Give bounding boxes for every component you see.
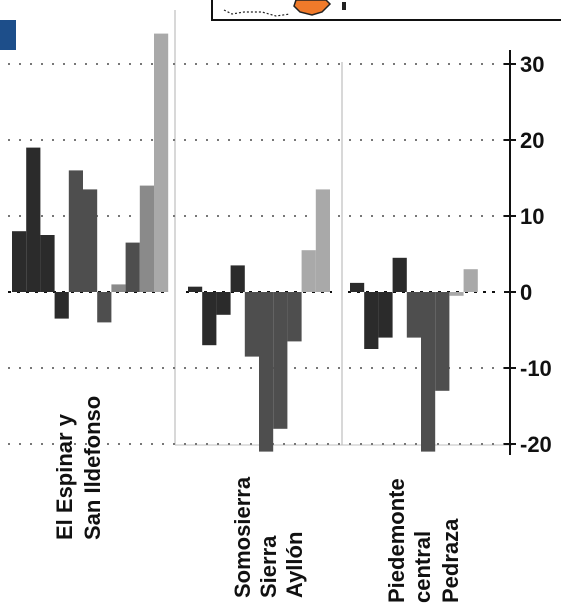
bar xyxy=(273,292,288,429)
bar xyxy=(26,147,41,292)
y-tick-label: -10 xyxy=(520,356,552,381)
bar xyxy=(139,185,154,292)
bar xyxy=(406,292,421,338)
bar xyxy=(315,189,330,292)
group-label: Pedraza xyxy=(438,518,463,603)
bar xyxy=(12,231,27,292)
y-tick-label: 0 xyxy=(520,280,532,305)
bar xyxy=(287,292,302,342)
bar xyxy=(392,257,407,292)
bar xyxy=(449,292,464,296)
bar xyxy=(40,235,55,292)
inset-map-frame xyxy=(211,0,561,21)
bar xyxy=(188,286,203,292)
bar xyxy=(463,269,478,292)
bar xyxy=(125,242,140,292)
bar xyxy=(435,292,450,391)
bar xyxy=(364,292,379,349)
bar xyxy=(202,292,217,346)
bar xyxy=(111,284,126,292)
y-tick-label: 20 xyxy=(520,128,544,153)
bar xyxy=(216,292,231,315)
group-label: Sierra xyxy=(256,535,281,598)
inset-map-mark xyxy=(342,2,346,10)
group-label: Piedemonte xyxy=(384,478,409,603)
bar xyxy=(154,33,169,292)
inset-map-border xyxy=(223,9,291,17)
bar xyxy=(230,265,245,292)
y-tick-label: -20 xyxy=(520,432,552,457)
group-label: San Ildefonso xyxy=(80,396,105,540)
bar xyxy=(83,189,98,292)
bar xyxy=(301,250,316,292)
edge-mark xyxy=(0,20,16,50)
inset-map-region xyxy=(293,0,332,16)
group-label: El Espinar y xyxy=(52,413,77,540)
bar xyxy=(54,292,69,319)
bar xyxy=(350,282,365,292)
y-tick-label: 10 xyxy=(520,204,544,229)
group-label: Ayllón xyxy=(282,532,307,598)
bar xyxy=(68,170,83,292)
bar xyxy=(421,292,436,452)
group-label: Somosierra xyxy=(230,476,255,598)
group-label: central xyxy=(410,531,435,603)
bar xyxy=(244,292,259,357)
bar xyxy=(97,292,112,323)
bar xyxy=(259,292,274,452)
bar xyxy=(378,292,393,338)
y-tick-label: 30 xyxy=(520,52,544,77)
